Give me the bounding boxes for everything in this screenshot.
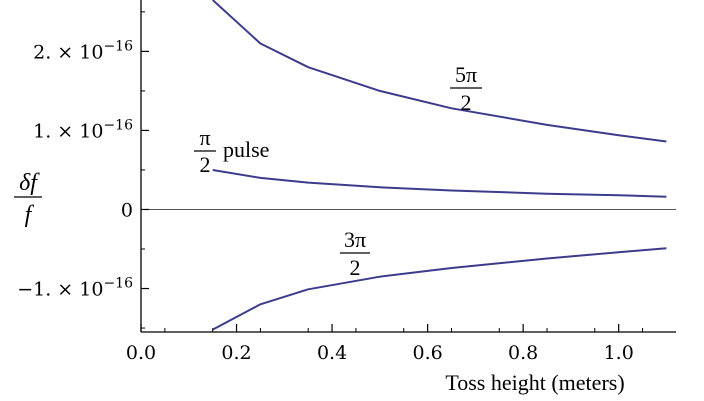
y-tick-label: 2. × 10−16 bbox=[33, 38, 133, 63]
y-tick-label: 0 bbox=[121, 199, 133, 221]
annotation-pulse-label: pulse bbox=[223, 137, 269, 162]
annotation-5pi-numerator: 5π bbox=[455, 62, 477, 87]
annotation-pi-denominator: 2 bbox=[200, 152, 211, 177]
annotation-pi-over-2-pulse: π 2 pulse bbox=[194, 125, 269, 177]
x-tick-label: 0.2 bbox=[221, 342, 251, 364]
annotation-3pi-denominator: 2 bbox=[350, 255, 361, 280]
y-axis-title-denominator: f bbox=[25, 202, 35, 228]
series-line-2 bbox=[212, 169, 667, 198]
y-tick-label: −1. × 10−16 bbox=[17, 276, 133, 301]
y-axis-title-numerator: δf bbox=[19, 170, 40, 196]
annotation-3pi-numerator: 3π bbox=[344, 227, 366, 252]
x-tick-label: 1.0 bbox=[604, 342, 634, 364]
annotation-pi-numerator: π bbox=[199, 125, 210, 150]
annotation-5pi-over-2: 5π 2 bbox=[450, 62, 482, 115]
y-axis-title: δf f bbox=[14, 170, 42, 228]
series-group bbox=[212, 0, 667, 331]
annotation-5pi-denominator: 2 bbox=[461, 90, 472, 115]
x-axis: 0.0 0.2 0.4 0.6 0.8 1.0 bbox=[126, 324, 644, 364]
annotation-3pi-over-2: 3π 2 bbox=[340, 227, 370, 280]
y-axis: 2. × 10−16 1. × 10−16 0 −1. × 10−16 bbox=[17, 11, 149, 329]
y-tick-label: 1. × 10−16 bbox=[33, 117, 133, 142]
x-tick-label: 0.8 bbox=[508, 342, 538, 364]
plot-frame bbox=[140, 0, 676, 333]
x-tick-label: 0.4 bbox=[317, 342, 347, 364]
x-axis-title: Toss height (meters) bbox=[445, 370, 624, 395]
series-line-3 bbox=[212, 247, 667, 331]
x-tick-label: 0.0 bbox=[126, 342, 156, 364]
x-tick-label: 0.6 bbox=[412, 342, 442, 364]
series-line-1 bbox=[212, 0, 667, 143]
